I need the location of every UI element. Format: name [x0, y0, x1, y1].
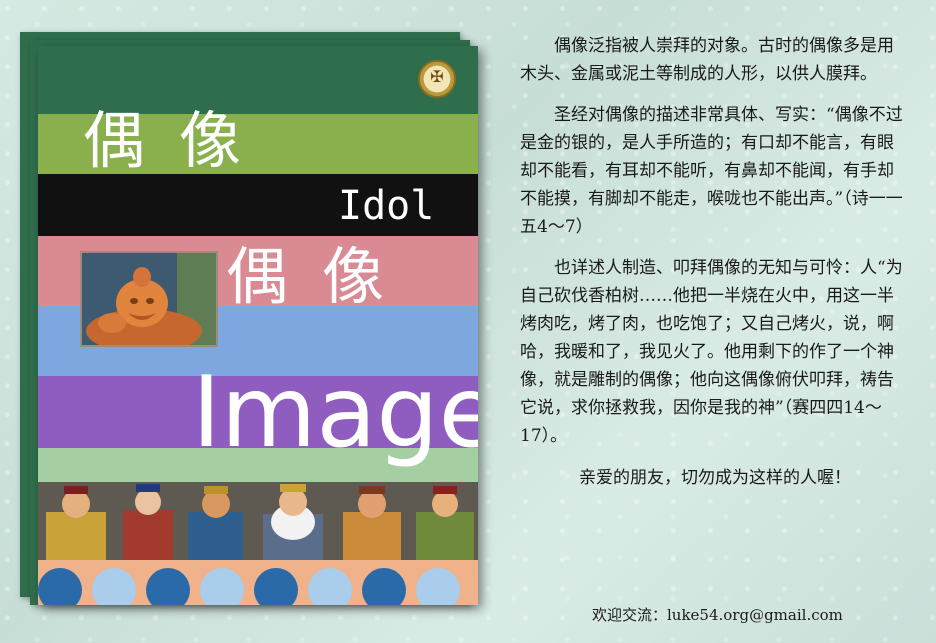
band-purple [38, 376, 478, 448]
book-cover: ✠ 偶像 Idol 偶像 Image [38, 46, 478, 605]
band-dark-green [38, 46, 478, 114]
contact-email[interactable]: 欢迎交流：luke54.org@gmail.com [592, 606, 843, 624]
figure-1 [46, 486, 106, 560]
article-paragraph-3: 也详述人制造、叩拜偶像的无知与可怜：人“为自己砍伐香柏树……他把一半烧在火中，用… [520, 258, 903, 446]
article-paragraph-2: 圣经对偶像的描述非常具体、写实：“偶像不过是金的银的，是人手所造的；有口却不能言… [520, 105, 903, 237]
article-paragraph-1: 偶像泛指被人崇拜的对象。古时的偶像多是用木头、金属或泥土等制成的人形，以供人膜拜… [520, 36, 894, 84]
medallion-emblem-icon: ✠ [418, 60, 456, 98]
band-black [38, 174, 478, 236]
statue-photo [80, 251, 218, 347]
cover-title-image: Image [192, 356, 478, 470]
figure-5 [343, 486, 401, 560]
band-olive [38, 114, 478, 174]
article-closing: 亲爱的朋友，切勿成为这样的人喔！ [579, 468, 851, 488]
cover-dot-row [38, 568, 460, 605]
article-text: 偶像泛指被人崇拜的对象。古时的偶像多是用木头、金属或泥土等制成的人形，以供人膜拜… [520, 32, 910, 505]
cover-title-cn-top: 偶像 [83, 104, 276, 177]
figure-3 [188, 486, 243, 560]
figure-6 [416, 486, 474, 560]
figure-4 [263, 484, 323, 560]
cover-title-cn-mid: 偶像 [226, 240, 419, 313]
cover-title-idol: Idol [338, 183, 435, 229]
idol-figures-photo [38, 482, 478, 560]
figure-2 [123, 484, 173, 560]
band-mint [38, 448, 478, 482]
medallion-glyph: ✠ [430, 67, 444, 86]
